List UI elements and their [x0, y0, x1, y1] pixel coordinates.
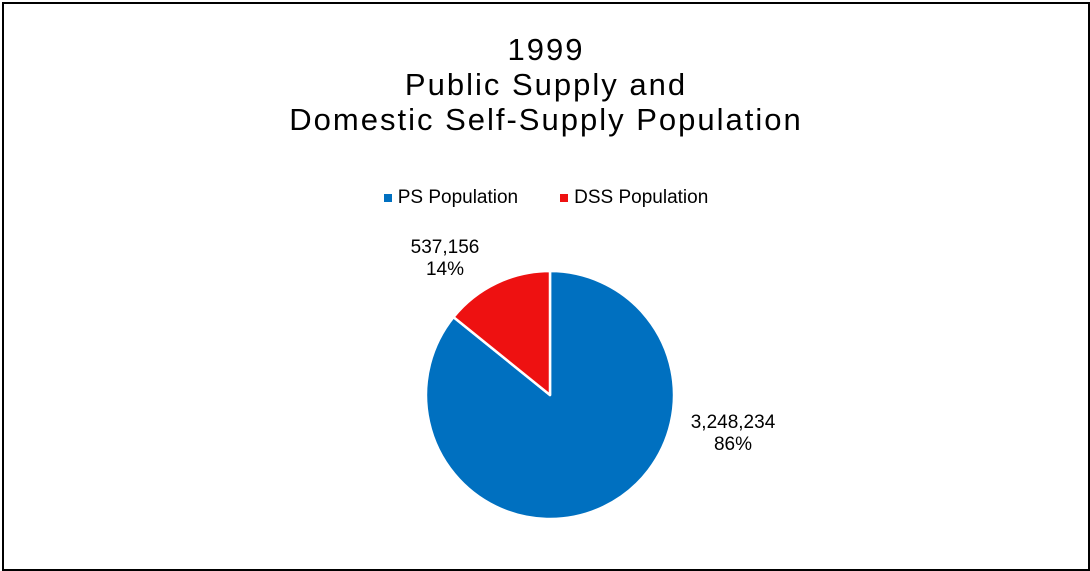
pie-slice-dss [452, 269, 552, 397]
data-label-ps-value: 3,248,234 [690, 412, 776, 433]
legend-item-dss: DSS Population [560, 187, 708, 209]
data-label-ps: 3,248,234 86% [684, 412, 782, 456]
pie-chart [424, 269, 676, 521]
chart-title-line-2: Public Supply and [404, 67, 688, 102]
data-label-dss: 537,156 14% [402, 237, 488, 281]
legend-swatch-ps [383, 194, 392, 202]
legend-item-ps: PS Population [383, 187, 519, 209]
data-label-ps-percent: 86% [713, 434, 753, 455]
chart-title-line-3: Domestic Self-Supply Population [289, 102, 803, 137]
legend-swatch-dss [560, 194, 569, 202]
pie-slice-ps [424, 269, 676, 521]
data-label-dss-percent: 14% [425, 259, 465, 280]
legend-label-dss: DSS Population [574, 187, 709, 208]
chart-legend: PS Population DSS Population [4, 187, 1088, 209]
legend-label-ps: PS Population [397, 187, 519, 208]
chart-title-line-1: 1999 [507, 32, 585, 67]
chart-title: 1999 Public Supply and Domestic Self-Sup… [4, 32, 1088, 137]
data-label-dss-value: 537,156 [410, 237, 480, 258]
